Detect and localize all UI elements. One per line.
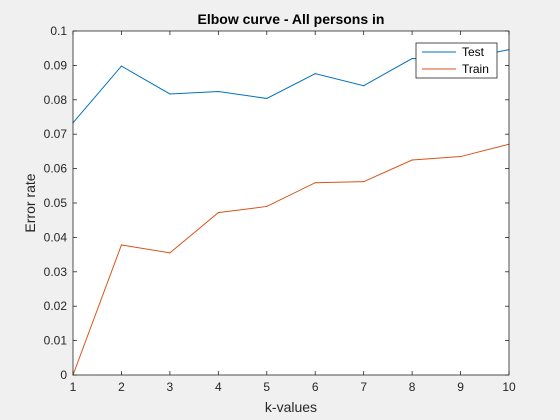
x-tick-label: 4 [215,380,222,394]
y-tick-label: 0.04 [44,230,68,244]
chart-title: Elbow curve - All persons in [198,11,385,27]
data-point-test [169,93,171,95]
y-tick-label: 0.01 [44,334,68,348]
ticks-layer: 1 2 3 4 5 6 7 8 9 10 0 0.01 0.02 0.03 0.04 0.05 0.06 0.07… [44,24,516,394]
y-axis-label: Error rate [22,173,38,232]
legend-label-train: Train [462,62,489,76]
series-line-train [72,143,510,376]
x-tick-label: 2 [118,380,125,394]
x-axis-label: k-values [265,399,317,415]
legend: Test Train [415,42,498,79]
data-point-test [266,97,268,100]
y-tick-label: 0.02 [44,299,68,313]
x-tick-label: 8 [409,380,416,394]
data-point-test [411,57,413,60]
data-point-train [266,205,268,208]
x-tick-label: 6 [312,380,319,394]
y-tick-label: 0.06 [44,162,68,176]
data-point-test [363,85,365,87]
y-tick-label: 0.09 [44,58,68,72]
x-tick-label: 1 [70,380,77,394]
data-point-train [459,155,462,158]
y-tick-label: 0.05 [44,196,68,210]
y-tick-label: 0.1 [50,24,67,38]
data-point-test [120,65,123,67]
legend-box [415,42,498,79]
data-point-train [314,182,316,184]
legend-label-test: Test [462,45,485,59]
x-tick-label: 3 [167,380,174,394]
x-tick-label: 7 [360,380,367,394]
data-point-train [169,252,171,254]
x-tick-label: 10 [502,380,516,394]
y-tick-label: 0.07 [44,127,68,141]
data-point-test [217,90,219,93]
data-point-test [314,73,316,75]
x-tick-label: 9 [457,380,464,394]
data-point-train [411,159,413,161]
y-tick-label: 0.03 [44,265,68,279]
y-tick-label: 0 [60,368,67,382]
data-point-train [120,244,123,246]
x-tick-label: 5 [263,380,270,394]
y-tick-label: 0.08 [44,93,68,107]
data-point-train [363,181,365,183]
data-point-train [217,212,219,214]
plot-area [73,31,509,375]
